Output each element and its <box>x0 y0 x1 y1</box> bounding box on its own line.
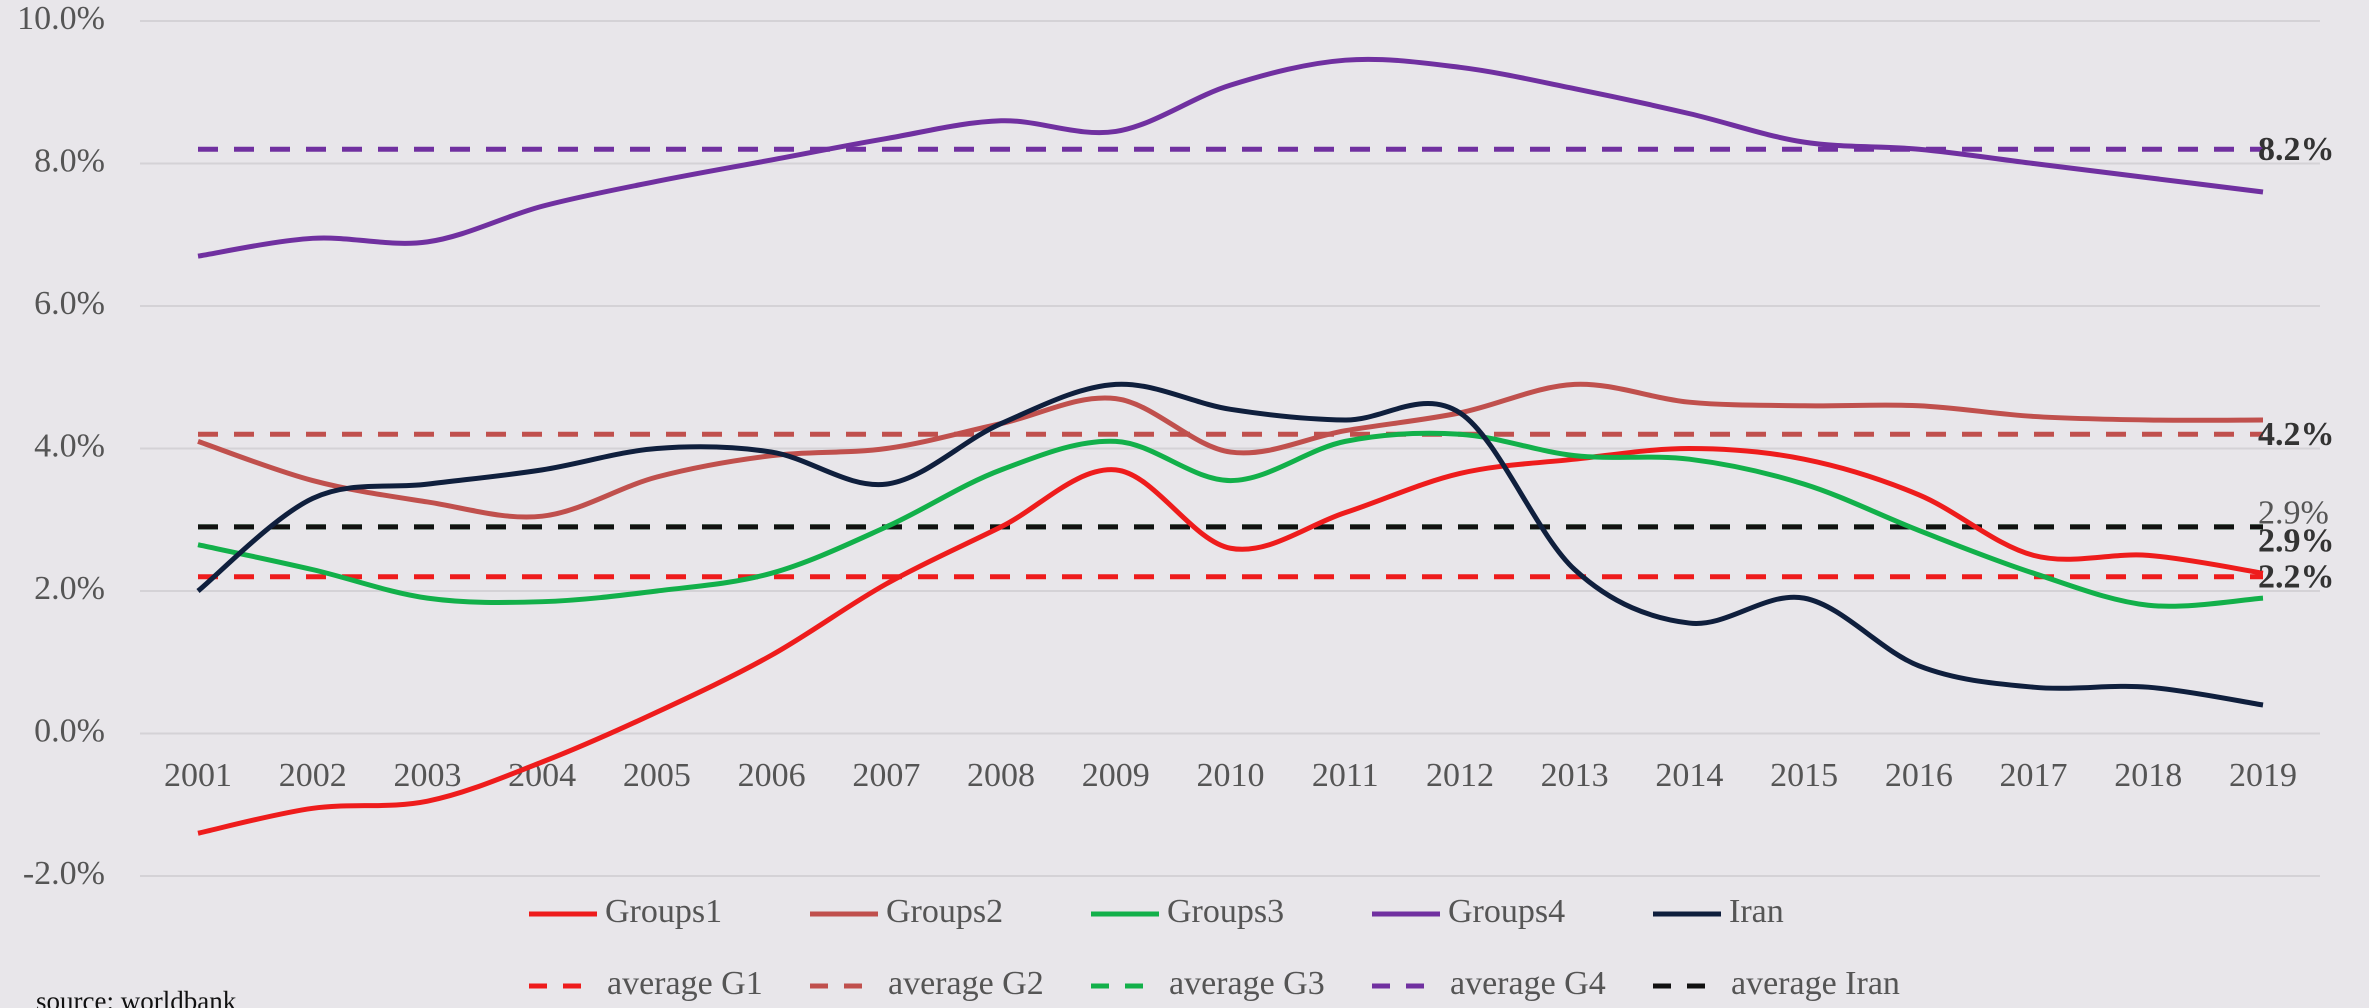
x-tick-label: 2012 <box>1426 757 1494 794</box>
x-tick-label: 2001 <box>164 757 232 794</box>
x-tick-label: 2019 <box>2229 757 2297 794</box>
legend-label: Groups2 <box>886 893 1003 930</box>
y-tick-label: 10.0% <box>17 0 105 37</box>
y-tick-label: 4.0% <box>34 427 105 464</box>
legend-label: average Iran <box>1731 965 1900 1002</box>
series-line <box>196 381 2264 708</box>
x-tick-label: 2013 <box>1541 757 1609 794</box>
average-label: 2.9% <box>2258 495 2329 532</box>
legend-label: Groups4 <box>1448 893 1565 930</box>
series-line <box>197 430 2264 609</box>
source-note: source: worldbank <box>36 986 237 1008</box>
x-tick-label: 2009 <box>1082 757 1150 794</box>
legend-label: average G3 <box>1169 965 1325 1002</box>
y-tick-label: 0.0% <box>34 712 105 749</box>
x-tick-label: 2010 <box>1197 757 1265 794</box>
legend-label: average G4 <box>1450 965 1606 1002</box>
average-label: 2.9% <box>2258 523 2335 560</box>
x-tick-label: 2002 <box>279 757 347 794</box>
legend-label: average G1 <box>607 965 763 1002</box>
x-tick-label: 2005 <box>623 757 691 794</box>
x-tick-label: 2018 <box>2114 757 2182 794</box>
y-tick-label: 6.0% <box>34 285 105 322</box>
y-tick-label: 8.0% <box>34 142 105 179</box>
average-label: 2.2% <box>2258 559 2335 596</box>
x-tick-label: 2014 <box>1655 757 1723 794</box>
legend-label: Iran <box>1729 893 1784 930</box>
x-tick-label: 2007 <box>852 757 920 794</box>
average-label: 8.2% <box>2258 131 2335 168</box>
y-tick-label: -2.0% <box>23 855 105 892</box>
legend-label: average G2 <box>888 965 1044 1002</box>
series-line <box>197 445 2264 836</box>
legend-label: Groups3 <box>1167 893 1284 930</box>
series-line <box>197 381 2264 520</box>
x-tick-label: 2006 <box>738 757 806 794</box>
legend-label: Groups1 <box>605 893 722 930</box>
x-tick-label: 2008 <box>967 757 1035 794</box>
x-tick-label: 2016 <box>1885 757 1953 794</box>
series-line <box>197 56 2264 259</box>
x-tick-label: 2011 <box>1312 757 1379 794</box>
y-tick-label: 2.0% <box>34 570 105 607</box>
average-label: 4.2% <box>2258 416 2335 453</box>
x-tick-label: 2017 <box>2000 757 2068 794</box>
x-tick-label: 2015 <box>1770 757 1838 794</box>
x-tick-label: 2003 <box>393 757 461 794</box>
